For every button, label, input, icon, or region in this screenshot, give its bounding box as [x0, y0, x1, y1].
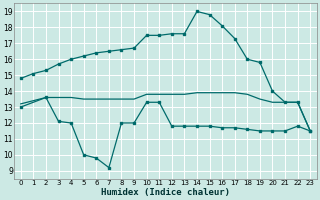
X-axis label: Humidex (Indice chaleur): Humidex (Indice chaleur) — [101, 188, 230, 197]
